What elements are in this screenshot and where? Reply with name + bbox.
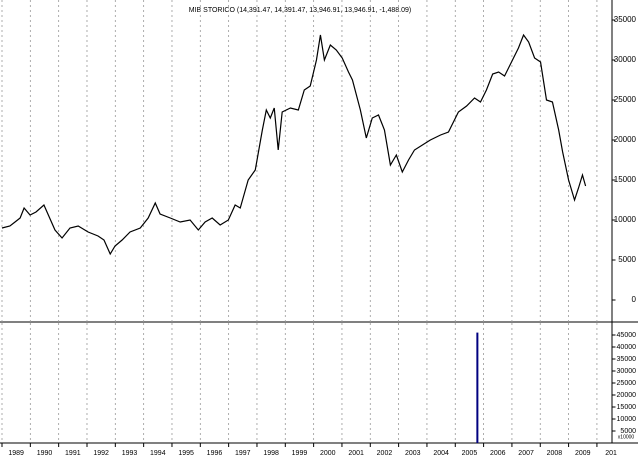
y-tick-label: 25000: [617, 380, 637, 387]
x-tick-label: 2002: [377, 450, 393, 457]
y-tick-label: 15000: [617, 404, 637, 411]
y-tick-label: 5000: [620, 428, 636, 435]
x-tick-label: 2007: [518, 450, 534, 457]
x-tick-label: 1989: [8, 450, 24, 457]
x-tick-label: 2006: [490, 450, 506, 457]
y-tick-label: 0: [632, 295, 637, 304]
price-line: [1, 33, 587, 256]
x-tick-label: 2003: [405, 450, 421, 457]
x-tick-label: 2000: [320, 450, 336, 457]
x-tick-label: 1997: [235, 450, 251, 457]
chart-title: MIB STORICO (14,391.47, 14,391.47, 13,94…: [189, 7, 411, 14]
x-tick-label: 2009: [575, 450, 591, 457]
y-tick-label: 30000: [614, 55, 637, 64]
y-tick-label: 5000: [618, 255, 636, 264]
y-tick-label: 45000: [617, 332, 637, 339]
y-tick-label: 30000: [617, 368, 637, 375]
x-tick-label: 2004: [433, 450, 449, 457]
y-tick-label: 15000: [614, 175, 637, 184]
x-tick-label: 2005: [462, 450, 478, 457]
x-tick-label: 1999: [292, 450, 308, 457]
x-tick-label: 2001: [348, 450, 364, 457]
x-tick-label: 2008: [547, 450, 563, 457]
y-tick-label: 10000: [617, 416, 637, 423]
x-tick-label: 1996: [207, 450, 223, 457]
x-tick-label: 1993: [122, 450, 138, 457]
y-tick-label: 20000: [617, 392, 637, 399]
x-tick-label: 1991: [65, 450, 81, 457]
x-tick-label: 1995: [178, 450, 194, 457]
y-tick-label: 20000: [614, 135, 637, 144]
unit-label: x10000: [618, 434, 635, 440]
y-tick-label: 25000: [614, 95, 637, 104]
x-tick-label: 1994: [150, 450, 166, 457]
y-tick-label: 35000: [617, 356, 637, 363]
x-tick-label: 1992: [93, 450, 109, 457]
y-tick-label: 10000: [614, 215, 637, 224]
x-tick-label: 1998: [263, 450, 279, 457]
x-tick-label: 201: [605, 450, 617, 457]
volume-bar: [476, 332, 479, 443]
x-tick-label: 1990: [37, 450, 53, 457]
y-tick-label: 35000: [614, 15, 637, 24]
y-tick-label: 40000: [617, 344, 637, 351]
